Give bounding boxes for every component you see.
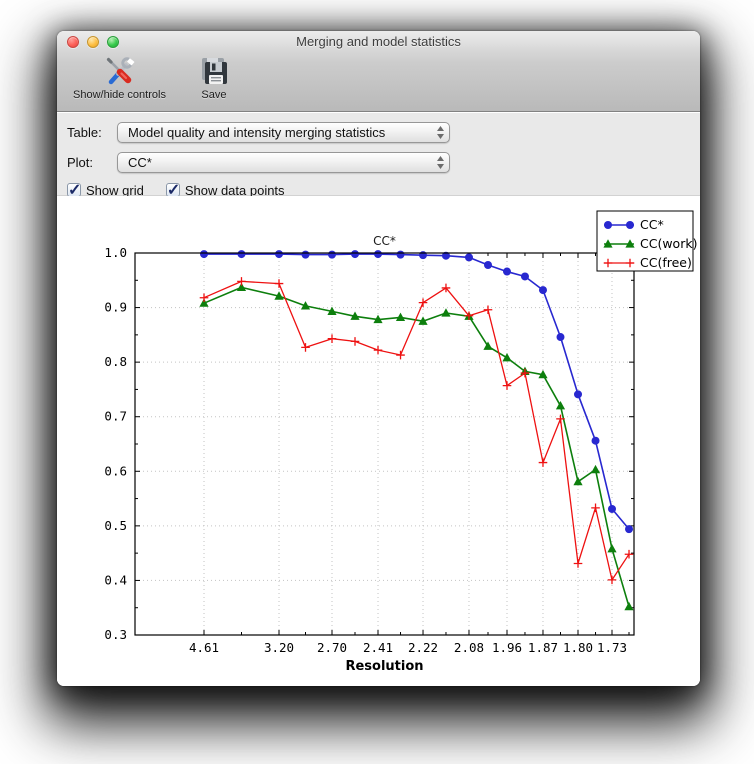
save-label: Save bbox=[201, 89, 227, 101]
svg-text:0.8: 0.8 bbox=[104, 354, 127, 369]
svg-text:3.20: 3.20 bbox=[264, 640, 294, 655]
plot-panel: 1.0 0.9 0.8 0.7 0.6 0.5 0.4 0.3 4.61 3.20 2.70 2.41… bbox=[57, 196, 700, 686]
svg-text:4.61: 4.61 bbox=[189, 640, 219, 655]
minimize-button[interactable] bbox=[87, 36, 99, 48]
show-hide-controls-label: Show/hide controls bbox=[73, 89, 166, 101]
svg-text:2.22: 2.22 bbox=[408, 640, 438, 655]
table-label: Table: bbox=[67, 124, 102, 140]
show-grid-checkbox[interactable]: Show grid bbox=[67, 180, 144, 200]
svg-text:Resolution: Resolution bbox=[345, 659, 423, 674]
table-select[interactable]: Model quality and intensity merging stat… bbox=[117, 121, 450, 143]
show-data-points-label: Show data points bbox=[184, 182, 285, 198]
svg-text:0.6: 0.6 bbox=[104, 463, 127, 478]
plot-select[interactable]: CC* bbox=[117, 151, 450, 173]
svg-text:0.3: 0.3 bbox=[104, 627, 127, 642]
window-header: Merging and model statistics bbox=[57, 31, 700, 112]
zoom-button[interactable] bbox=[107, 36, 119, 48]
save-icon bbox=[198, 55, 230, 87]
checkbox-check-icon bbox=[67, 180, 81, 200]
checkbox-check-icon bbox=[165, 180, 180, 200]
svg-text:0.4: 0.4 bbox=[104, 572, 127, 587]
svg-text:2.08: 2.08 bbox=[454, 640, 484, 655]
svg-text:2.41: 2.41 bbox=[363, 640, 393, 655]
window: Merging and model statistics bbox=[57, 31, 700, 686]
chart: 1.0 0.9 0.8 0.7 0.6 0.5 0.4 0.3 4.61 3.20 2.70 2.41… bbox=[104, 210, 697, 674]
plot-select-value: CC* bbox=[128, 154, 152, 170]
svg-text:2.70: 2.70 bbox=[317, 640, 347, 655]
toolbar: Show/hide controls bbox=[57, 53, 700, 111]
close-button[interactable] bbox=[67, 36, 79, 48]
svg-text:CC(free): CC(free) bbox=[640, 255, 692, 270]
svg-text:0.9: 0.9 bbox=[104, 300, 127, 315]
popup-arrows-icon bbox=[431, 155, 449, 170]
popup-arrows-icon bbox=[431, 125, 449, 140]
svg-text:1.0: 1.0 bbox=[104, 245, 127, 260]
show-grid-label: Show grid bbox=[86, 182, 144, 198]
save-button[interactable]: Save bbox=[192, 53, 236, 103]
tools-icon bbox=[103, 55, 135, 87]
svg-text:CC*: CC* bbox=[373, 234, 396, 248]
svg-text:1.80: 1.80 bbox=[563, 640, 593, 655]
svg-text:CC*: CC* bbox=[640, 217, 664, 232]
chart-legend: CC* CC(work) CC(free) bbox=[596, 210, 697, 272]
table-select-value: Model quality and intensity merging stat… bbox=[128, 124, 386, 140]
show-hide-controls-button[interactable]: Show/hide controls bbox=[67, 53, 172, 103]
svg-text:1.96: 1.96 bbox=[492, 640, 522, 655]
traffic-lights bbox=[67, 36, 119, 48]
titlebar[interactable]: Merging and model statistics bbox=[57, 31, 700, 53]
window-title: Merging and model statistics bbox=[296, 34, 461, 49]
svg-text:1.73: 1.73 bbox=[597, 640, 627, 655]
controls-panel: Table: Model quality and intensity mergi… bbox=[57, 113, 700, 200]
svg-text:0.5: 0.5 bbox=[104, 518, 127, 533]
svg-text:0.7: 0.7 bbox=[104, 409, 127, 424]
plot-label: Plot: bbox=[67, 154, 94, 170]
svg-text:1.87: 1.87 bbox=[528, 640, 558, 655]
svg-text:CC(work): CC(work) bbox=[640, 236, 697, 251]
